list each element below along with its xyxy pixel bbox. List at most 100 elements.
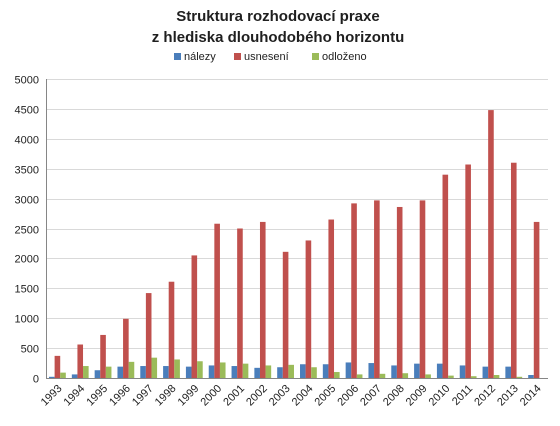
bar-nálezy-2006 [345,362,352,378]
bar-odloženo-2013 [516,376,523,378]
y-tick-label: 1500 [15,284,39,296]
bar-nálezy-2000 [208,365,215,378]
x-tick-label: 2003 [267,383,293,409]
x-tick-label: 2004 [290,383,316,409]
x-tick-label: 2008 [381,383,407,409]
bar-odloženo-2009 [425,374,431,378]
y-tick-label: 5000 [15,75,39,87]
bar-odloženo-2000 [219,362,226,378]
bar-odloženo-2003 [288,364,294,378]
x-tick-label: 2014 [518,383,544,409]
bar-odloženo-1996 [128,361,135,378]
x-tick-label: 1997 [130,383,156,409]
x-tick-label: 2009 [404,383,430,409]
bar-usnesení-2000 [214,223,220,378]
bar-nálezy-2011 [459,365,466,378]
y-tick-label: 4000 [15,135,39,147]
bar-usnesení-1997 [145,293,152,378]
x-tick-label: 2006 [335,383,361,409]
bar-nálezy-2007 [368,363,375,378]
bar-nálezy-1999 [185,366,192,378]
bar-usnesení-2005 [328,219,335,378]
bar-usnesení-2012 [488,110,494,378]
bar-odloženo-2007 [379,373,386,378]
bar-odloženo-2008 [402,373,409,378]
legend: nálezy usnesení odloženo [174,51,367,63]
y-tick-label: 500 [21,344,39,356]
legend-swatch-nálezy [174,53,181,60]
bar-nálezy-2008 [391,365,397,378]
bar-usnesení-1996 [123,318,129,378]
bar-usnesení-2003 [282,251,289,378]
x-tick-label: 2012 [472,383,498,409]
bar-usnesení-1998 [168,281,175,378]
bar-odloženo-1999 [197,361,203,378]
x-tick-label: 1993 [39,383,65,409]
legend-swatch-usnesení [234,53,241,60]
y-tick-label: 1000 [15,314,39,326]
bar-usnesení-2010 [442,174,449,378]
legend-label: nálezy [184,51,216,63]
bar-usnesení-1994 [77,344,84,378]
bar-nálezy-2012 [482,366,489,378]
x-tick-label: 1994 [62,383,88,409]
bar-nálezy-2003 [277,367,283,378]
bar-odloženo-2002 [265,365,272,378]
y-tick-label: 2500 [15,225,39,237]
bar-odloženo-1993 [60,372,66,378]
bar-odloženo-2001 [242,363,249,378]
x-tick-label: 2005 [313,383,339,409]
x-tick-label: 2000 [198,383,224,409]
bar-odloženo-1997 [151,357,158,378]
y-tick-label: 0 [33,374,39,386]
x-tick-label: 1999 [176,383,202,409]
bars [49,110,540,378]
bar-odloženo-2011 [470,376,477,378]
chart-subtitle: z hlediska dlouhodobého horizontu [152,29,404,46]
x-tick-label: 2007 [358,383,384,409]
x-tick-label: 2013 [495,383,521,409]
legend-label: odloženo [322,51,367,63]
bar-usnesení-1999 [191,255,198,378]
bar-usnesení-2014 [533,221,540,378]
x-axis: 1993199419951996199719981999200020012002… [39,378,548,409]
y-tick-label: 4500 [15,105,39,117]
bar-nálezy-2014 [528,375,534,378]
bar-usnesení-2004 [305,240,312,378]
bar-nálezy-2002 [254,367,260,378]
bar-usnesení-2001 [237,228,243,378]
bar-nálezy-2010 [436,363,443,378]
bar-usnesení-2008 [396,206,403,378]
y-tick-label: 3500 [15,165,39,177]
bar-odloženo-2004 [311,367,317,378]
legend-label: usnesení [244,51,289,63]
bar-odloženo-2006 [356,374,363,378]
gridlines [46,79,548,379]
bar-usnesení-2002 [259,221,266,378]
x-tick-label: 2011 [450,383,475,408]
bar-nálezy-1997 [140,366,146,378]
bar-nálezy-1994 [71,374,78,378]
legend-swatch-odloženo [312,53,319,60]
bar-nálezy-1995 [94,370,101,378]
bar-odloženo-2005 [334,372,340,378]
bar-odloženo-1994 [83,366,89,378]
x-tick-label: 2001 [221,383,247,409]
bar-usnesení-2006 [351,203,357,378]
y-tick-label: 3000 [15,195,39,207]
bar-usnesení-1993 [54,355,61,378]
x-tick-label: 1995 [84,383,110,409]
bar-odloženo-1998 [174,359,180,378]
x-tick-label: 1996 [107,383,133,409]
y-axis: 0 500 1000 1500 2000 2500 3000 3500 4000 4500 5000 [15,75,47,386]
bar-usnesení-2009 [419,200,426,378]
bar-nálezy-1996 [117,366,124,378]
chart-title: Struktura rozhodovací praxe [176,8,379,25]
bar-odloženo-2010 [448,375,454,378]
bar-odloženo-1995 [105,366,112,378]
bar-nálezy-1998 [163,366,169,378]
bar-odloženo-2012 [493,375,500,378]
bar-nálezy-2004 [300,364,306,378]
bar-usnesení-2013 [510,162,517,378]
